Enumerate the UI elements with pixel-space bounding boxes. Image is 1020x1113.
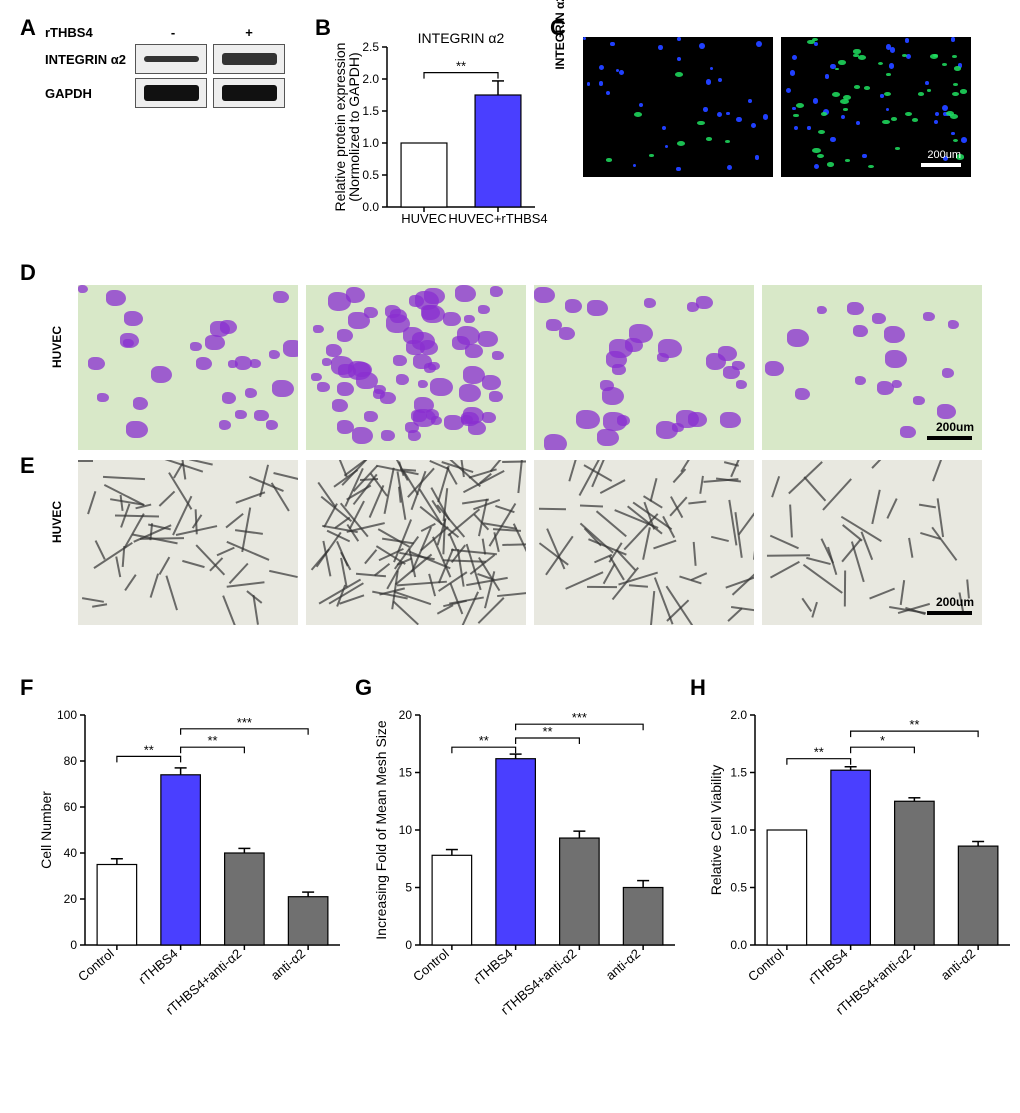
scalebar-text: 200um xyxy=(936,595,974,609)
figure: A B C D E F G H rTHBS4 - + INTEGRIN α2GA… xyxy=(15,15,1005,1098)
svg-text:Control: Control xyxy=(745,946,787,985)
scalebar-text: 200um xyxy=(936,420,974,434)
svg-text:rTHBS4: rTHBS4 xyxy=(805,946,850,987)
svg-text:**: ** xyxy=(207,733,217,748)
microscopy-image xyxy=(534,460,754,625)
svg-text:**: ** xyxy=(144,742,154,757)
panel-G-chart: 0 5 10 15 20 Increasing Fold of Mean Mesh Siz… xyxy=(365,695,685,1100)
panelE-ylabel: HUVEC xyxy=(50,500,64,542)
svg-text:anti-α2: anti-α2 xyxy=(268,946,308,983)
panel-A-western-blot: rTHBS4 - + INTEGRIN α2 GAPDH xyxy=(45,25,305,112)
svg-text:rTHBS4: rTHBS4 xyxy=(135,946,180,987)
label-D: D xyxy=(20,260,36,286)
fluorescence-image: rTHBS4200um xyxy=(781,37,971,177)
wb-row: INTEGRIN α2 xyxy=(45,44,305,74)
svg-text:1.5: 1.5 xyxy=(362,104,379,118)
wb-band xyxy=(222,85,277,101)
wb-band xyxy=(144,85,199,101)
treat-label: rTHBS4 xyxy=(45,25,135,40)
wb-lane xyxy=(135,78,207,108)
svg-text:80: 80 xyxy=(64,754,78,768)
microscopy-image: 200um xyxy=(762,460,982,625)
svg-text:2.5: 2.5 xyxy=(362,40,379,54)
wb-rowlabel: GAPDH xyxy=(45,86,135,101)
svg-text:2.0: 2.0 xyxy=(362,72,379,86)
svg-text:1.0: 1.0 xyxy=(362,136,379,150)
svg-text:10: 10 xyxy=(399,823,413,837)
wb-row: GAPDH xyxy=(45,78,305,108)
panel-F-chart: 020406080100Cell NumberControlrTHBS4rTHB… xyxy=(30,695,350,1100)
minus: - xyxy=(135,25,211,40)
svg-text:0.5: 0.5 xyxy=(730,881,747,895)
wb-band xyxy=(222,53,277,65)
svg-text:0.5: 0.5 xyxy=(362,168,379,182)
panel-H-chart: 0.0 0.5 1.0 1.5 2.0 Relative Cell Viability Co… xyxy=(700,695,1020,1100)
svg-text:0: 0 xyxy=(405,938,412,952)
svg-text:1.5: 1.5 xyxy=(730,766,747,780)
svg-text:INTEGRIN α2: INTEGRIN α2 xyxy=(418,30,505,46)
svg-text:Control: Control xyxy=(410,946,452,985)
svg-text:40: 40 xyxy=(64,846,78,860)
svg-text:HUVEC+rTHBS4: HUVEC+rTHBS4 xyxy=(448,211,547,226)
svg-text:0.0: 0.0 xyxy=(730,938,747,952)
fluorescence-image: Control xyxy=(583,37,773,177)
plus: + xyxy=(211,25,287,40)
svg-text:anti-α2: anti-α2 xyxy=(938,946,978,983)
svg-text:**: ** xyxy=(909,717,919,732)
microscopy-image: Control xyxy=(78,285,298,450)
svg-text:Cell Number: Cell Number xyxy=(38,791,54,869)
panelD-ylabel: HUVEC xyxy=(50,325,64,367)
panel-B-chart: INTEGRIN α20.00.51.01.52.02.5Relative pr… xyxy=(325,25,545,240)
svg-text:2.0: 2.0 xyxy=(730,708,747,722)
svg-text:100: 100 xyxy=(57,708,77,722)
svg-text:1.0: 1.0 xyxy=(730,823,747,837)
panelC-ylabel: INTEGRIN α2 xyxy=(553,0,567,70)
svg-text:Relative Cell Viability: Relative Cell Viability xyxy=(708,765,724,895)
svg-text:20: 20 xyxy=(64,892,78,906)
svg-text:**: ** xyxy=(479,733,489,748)
microscopy-image xyxy=(306,460,526,625)
svg-text:***: *** xyxy=(237,715,252,730)
panel-C-fluorescence: INTEGRIN α2 ControlrTHBS4200um xyxy=(575,37,971,177)
svg-text:**: ** xyxy=(456,59,466,74)
svg-text:20: 20 xyxy=(399,708,413,722)
svg-text:0: 0 xyxy=(70,938,77,952)
svg-text:(Normolized to GAPDH): (Normolized to GAPDH) xyxy=(346,52,362,201)
wb-rowlabel: INTEGRIN α2 xyxy=(45,52,135,67)
label-E: E xyxy=(20,453,35,479)
microscopy-image xyxy=(78,460,298,625)
svg-text:5: 5 xyxy=(405,881,412,895)
svg-text:rTHBS4: rTHBS4 xyxy=(470,946,515,987)
svg-text:***: *** xyxy=(572,710,587,725)
microscopy-image: rTHBS4 xyxy=(306,285,526,450)
wb-lane xyxy=(135,44,207,74)
svg-text:Control: Control xyxy=(75,946,117,985)
svg-text:HUVEC: HUVEC xyxy=(401,211,447,226)
svg-text:**: ** xyxy=(814,745,824,760)
svg-text:anti-α2: anti-α2 xyxy=(603,946,643,983)
label-A: A xyxy=(20,15,36,41)
wb-lane xyxy=(213,78,285,108)
wb-lane xyxy=(213,44,285,74)
svg-text:*: * xyxy=(880,733,885,748)
svg-text:15: 15 xyxy=(399,766,413,780)
scalebar-text: 200um xyxy=(927,149,961,161)
svg-text:**: ** xyxy=(542,724,552,739)
microscopy-image: rTHBS4+anti- α2 xyxy=(534,285,754,450)
panel-D-row: HUVEC ControlrTHBS4rTHBS4+anti- α2anti- … xyxy=(70,285,982,450)
wb-band xyxy=(144,56,199,62)
panel-E-row: HUVEC 200um xyxy=(70,460,982,625)
svg-text:Increasing Fold of Mean Mesh S: Increasing Fold of Mean Mesh Size xyxy=(373,720,389,940)
microscopy-image: anti- α2200um xyxy=(762,285,982,450)
svg-text:60: 60 xyxy=(64,800,78,814)
svg-text:0.0: 0.0 xyxy=(362,200,379,214)
